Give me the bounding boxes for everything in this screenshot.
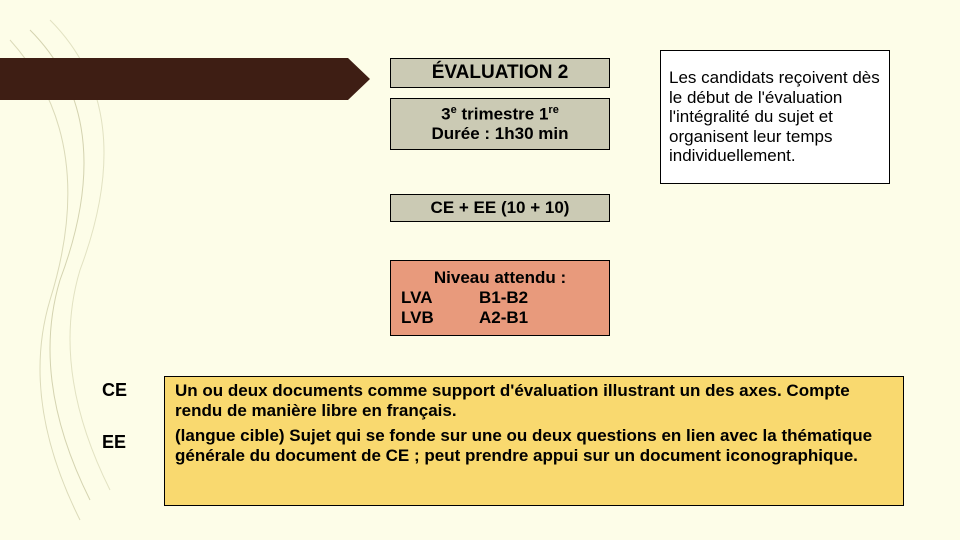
level-box: Niveau attendu : LVA B1-B2 LVB A2-B1: [390, 260, 610, 336]
level-row: LVB A2-B1: [401, 308, 599, 328]
note-right: Les candidats reçoivent dès le début de …: [660, 50, 890, 184]
evaluation-title-text: ÉVALUATION 2: [432, 62, 569, 84]
descriptions-panel: Un ou deux documents comme support d'éva…: [164, 376, 904, 506]
description-ce: Un ou deux documents comme support d'éva…: [175, 381, 893, 422]
subtitle-line1: 3e trimestre 1re: [441, 104, 559, 125]
accent-arrow-icon: [348, 58, 370, 100]
ce-label: CE: [102, 380, 127, 401]
note-right-text: Les candidats reçoivent dès le début de …: [669, 68, 881, 166]
ceee-text: CE + EE (10 + 10): [431, 198, 570, 218]
subtitle-line2: Durée : 1h30 min: [432, 124, 569, 144]
accent-band: [0, 58, 348, 100]
level-row: LVA B1-B2: [401, 288, 599, 308]
description-ee: (langue cible) Sujet qui se fonde sur un…: [175, 426, 893, 467]
level-row-value: A2-B1: [479, 308, 528, 328]
level-header: Niveau attendu :: [401, 268, 599, 288]
level-row-label: LVA: [401, 288, 479, 308]
evaluation-title: ÉVALUATION 2: [390, 58, 610, 88]
evaluation-subtitle: 3e trimestre 1re Durée : 1h30 min: [390, 98, 610, 150]
level-row-label: LVB: [401, 308, 479, 328]
level-row-value: B1-B2: [479, 288, 528, 308]
ee-label: EE: [102, 432, 126, 453]
ceee-scoring: CE + EE (10 + 10): [390, 194, 610, 222]
slide: ÉVALUATION 2 3e trimestre 1re Durée : 1h…: [0, 0, 960, 540]
